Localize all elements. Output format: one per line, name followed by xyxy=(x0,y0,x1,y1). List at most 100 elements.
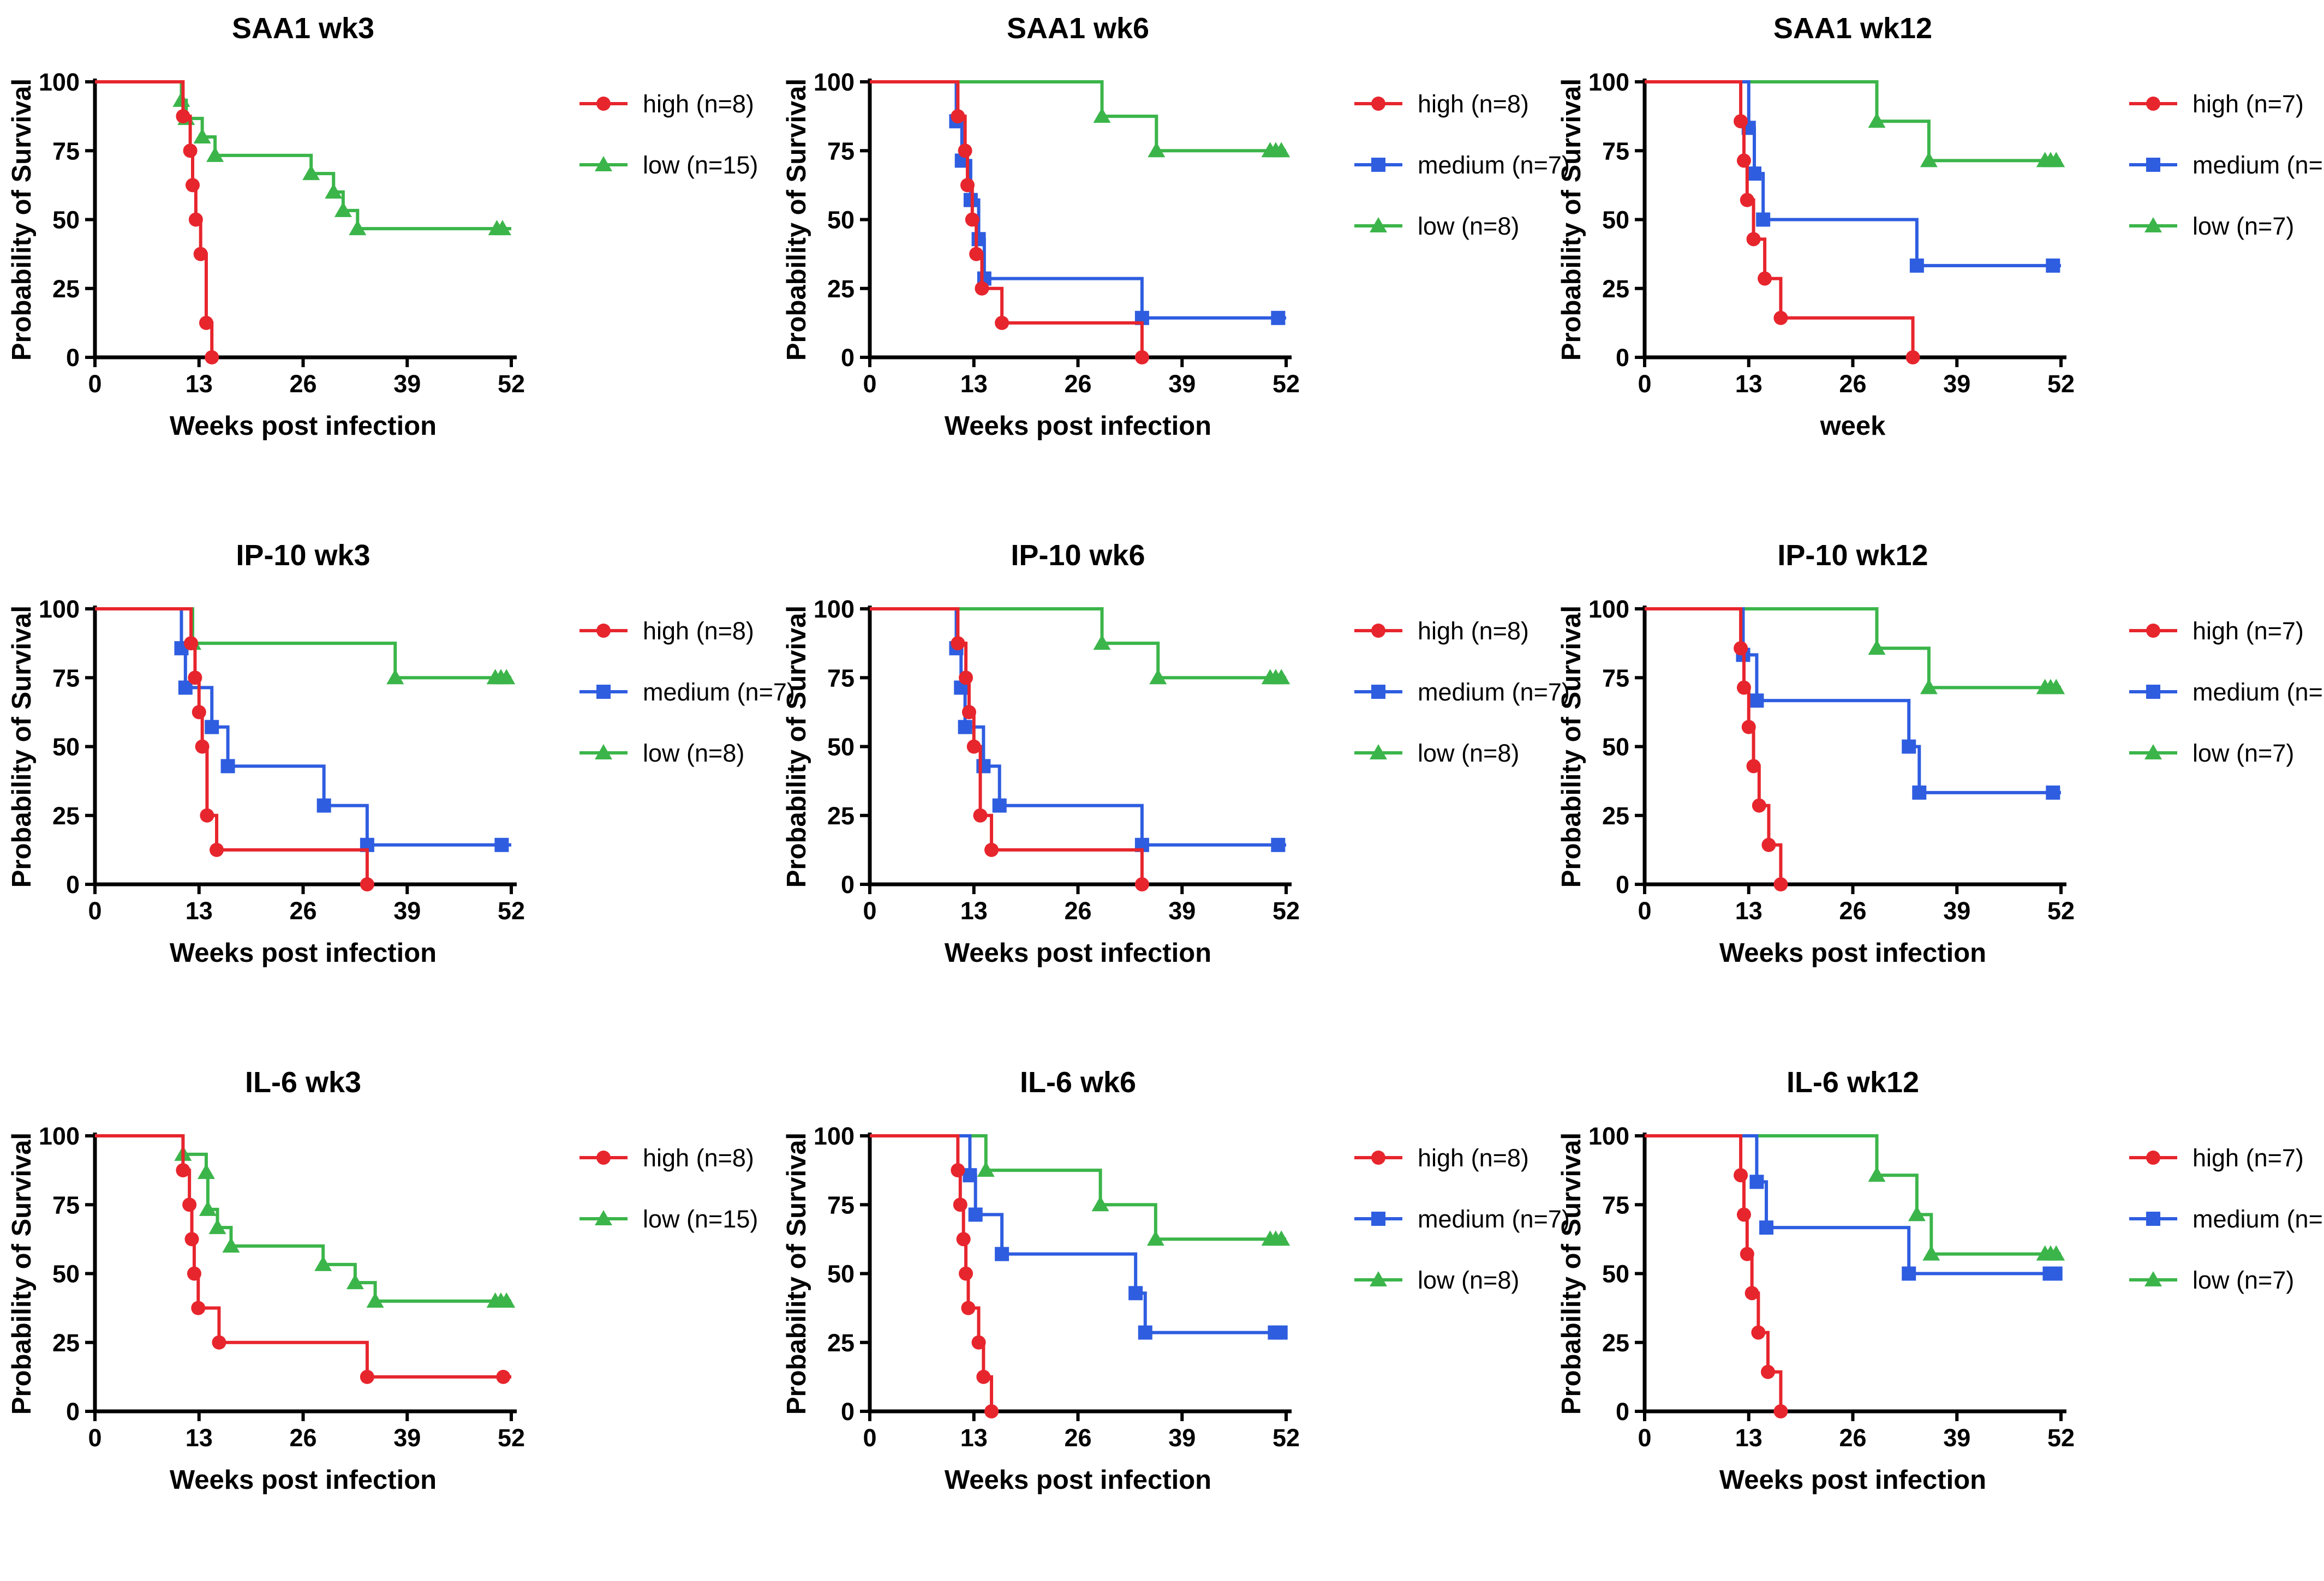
y-tick-label: 25 xyxy=(1602,802,1629,830)
event-marker-high xyxy=(995,315,1009,330)
x-tick-label: 26 xyxy=(289,370,316,398)
event-marker-high xyxy=(1736,153,1751,168)
panel-title: IL-6 wk12 xyxy=(1787,1066,1919,1099)
event-marker-low xyxy=(1148,142,1166,158)
event-marker-high xyxy=(976,1369,991,1384)
event-marker-medium xyxy=(1749,693,1764,708)
chart-ip-10-wk3: IP-10 wk3 Probability of Survival Weeks po… xyxy=(7,539,795,968)
censor-marker-low xyxy=(1272,1230,1291,1246)
event-marker-medium xyxy=(1747,166,1762,181)
legend-marker-high xyxy=(2146,1151,2160,1165)
survival-curve-low xyxy=(870,1134,1286,1241)
event-marker-high xyxy=(1746,759,1761,774)
x-tick-label: 39 xyxy=(1943,1424,1970,1452)
censor-marker-medium xyxy=(1273,1325,1288,1340)
legend-label-high: high (n=8) xyxy=(643,90,754,118)
survival-curve-low xyxy=(95,607,511,680)
survival-curve-medium xyxy=(1645,1134,2061,1275)
y-tick-label: 50 xyxy=(52,1260,80,1288)
y-tick-label: 50 xyxy=(827,733,855,761)
survival-curve-high xyxy=(95,1134,511,1379)
y-tick-label: 75 xyxy=(52,137,80,165)
y-tick-label: 0 xyxy=(66,1398,80,1426)
event-marker-high xyxy=(199,315,213,330)
event-marker-high xyxy=(1740,1247,1754,1261)
y-tick-label: 50 xyxy=(1602,733,1629,761)
event-marker-low xyxy=(1922,1245,1940,1261)
legend-marker-high xyxy=(2146,97,2160,111)
x-tick-label: 26 xyxy=(1839,1424,1866,1452)
censor-marker-medium xyxy=(1271,837,1286,852)
survival-curve-high xyxy=(1645,607,1783,884)
survival-curve-medium xyxy=(870,80,1286,320)
censor-marker-medium xyxy=(494,837,509,852)
legend-marker-low xyxy=(2144,217,2162,232)
x-tick-label: 0 xyxy=(1638,370,1651,398)
legend-label-low: low (n=15) xyxy=(643,1205,758,1233)
event-marker-low xyxy=(193,128,211,143)
y-axis-label: Probability of Survival xyxy=(782,606,811,888)
event-marker-high xyxy=(1760,1364,1775,1379)
event-marker-high xyxy=(176,109,190,124)
y-tick-label: 100 xyxy=(39,68,80,96)
event-marker-low xyxy=(386,669,404,685)
x-tick-label: 13 xyxy=(1735,897,1763,925)
legend-label-medium: medium (n=7) xyxy=(1418,151,1570,179)
event-marker-high xyxy=(1734,1168,1748,1183)
event-marker-high xyxy=(1734,114,1748,129)
y-tick-label: 0 xyxy=(1616,1398,1629,1426)
legend-marker-low xyxy=(2144,744,2162,759)
event-marker-medium xyxy=(205,720,219,734)
event-marker-high xyxy=(1134,350,1149,364)
survival-curve-medium xyxy=(870,1134,1286,1334)
y-tick-label: 25 xyxy=(52,802,80,830)
event-marker-high xyxy=(360,877,374,891)
event-marker-high xyxy=(191,1301,206,1315)
y-tick-label: 25 xyxy=(1602,275,1629,303)
chart-saa1-wk3: SAA1 wk3 Probability of Survival Weeks pos… xyxy=(7,12,758,441)
x-tick-label: 26 xyxy=(1839,370,1866,398)
y-axis-label: Probability of Survival xyxy=(7,1133,37,1415)
event-marker-high xyxy=(965,212,979,227)
event-marker-low xyxy=(208,1219,226,1235)
y-tick-label: 75 xyxy=(1602,137,1629,165)
legend-label-high: high (n=8) xyxy=(643,1144,754,1172)
survival-curve-high xyxy=(870,607,1144,884)
event-marker-high xyxy=(959,1266,973,1281)
event-marker-high xyxy=(186,178,200,193)
legend-marker-medium xyxy=(1371,1212,1385,1226)
x-tick-label: 39 xyxy=(393,1424,421,1452)
event-marker-low xyxy=(334,201,352,217)
x-tick-label: 0 xyxy=(88,1424,101,1452)
event-marker-high xyxy=(188,670,202,685)
event-marker-high xyxy=(1751,1325,1766,1340)
x-tick-label: 52 xyxy=(2047,370,2075,398)
x-tick-label: 13 xyxy=(1735,1424,1763,1452)
event-marker-high xyxy=(1734,641,1748,656)
legend-marker-low xyxy=(2144,1271,2162,1286)
y-axis-label: Probability of Survival xyxy=(1557,1133,1586,1415)
event-marker-low xyxy=(1920,679,1938,694)
legend-marker-low xyxy=(595,156,612,171)
x-tick-label: 0 xyxy=(863,1424,876,1452)
y-tick-label: 25 xyxy=(1602,1329,1629,1357)
legend-label-low: low (n=8) xyxy=(643,739,744,767)
y-tick-label: 100 xyxy=(814,68,855,96)
x-tick-label: 52 xyxy=(1272,1424,1300,1452)
survival-curve-low xyxy=(1645,80,2061,163)
legend-label-low: low (n=7) xyxy=(2192,212,2294,240)
x-tick-label: 52 xyxy=(498,370,525,398)
event-marker-low xyxy=(1149,669,1167,685)
survival-curve-high xyxy=(95,607,369,884)
legend-marker-medium xyxy=(2146,685,2160,699)
legend-label-low: low (n=15) xyxy=(643,151,758,179)
event-marker-high xyxy=(1773,1404,1788,1418)
event-marker-high xyxy=(210,842,224,857)
x-tick-label: 26 xyxy=(1064,1424,1091,1452)
event-marker-high xyxy=(1745,1286,1759,1301)
x-tick-label: 26 xyxy=(1839,897,1866,925)
censor-marker-medium xyxy=(2046,258,2060,273)
event-marker-medium xyxy=(178,680,193,695)
x-axis-label: Weeks post infection xyxy=(170,938,437,968)
event-marker-high xyxy=(951,636,965,651)
